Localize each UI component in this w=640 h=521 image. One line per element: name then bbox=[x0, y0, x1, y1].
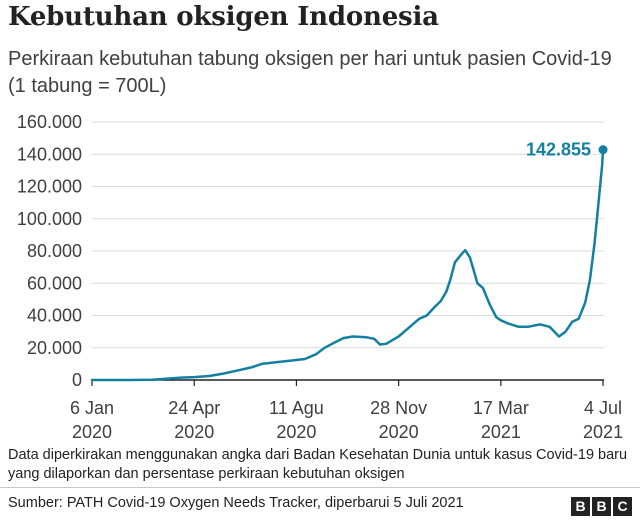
x-tick-label: 24 Apr bbox=[168, 398, 220, 418]
y-tick-label: 100.000 bbox=[17, 209, 82, 229]
y-tick-label: 60.000 bbox=[27, 273, 82, 293]
x-tick-label: 4 Jul bbox=[584, 398, 622, 418]
x-tick-label: 11 Agu bbox=[269, 398, 324, 418]
y-tick-label: 40.000 bbox=[27, 306, 82, 326]
y-tick-label: 80.000 bbox=[27, 241, 82, 261]
x-tick-label: 6 Jan bbox=[70, 398, 114, 418]
line-chart: 0 20.000 40.000 60.000 80.000 100.000 120.000 1… bbox=[17, 112, 623, 442]
bbc-logo: B B C bbox=[571, 497, 632, 516]
bbc-logo-letter: C bbox=[613, 497, 632, 516]
y-tick-label: 20.000 bbox=[27, 338, 82, 358]
x-tick-label: 28 Nov bbox=[370, 398, 427, 418]
bbc-logo-letter: B bbox=[592, 497, 611, 516]
x-tick-year: 2020 bbox=[174, 422, 214, 442]
y-axis-ticks: 0 20.000 40.000 60.000 80.000 100.000 120.000 1… bbox=[17, 112, 82, 390]
series-line bbox=[90, 148, 605, 382]
x-axis-ticks: 6 Jan 2020 24 Apr 2020 11 Agu 2020 28 Nov 2020 1… bbox=[70, 379, 623, 442]
x-tick-year: 2021 bbox=[481, 422, 521, 442]
chart-subtitle: Perkiraan kebutuhan tabung oksigen per h… bbox=[8, 48, 612, 97]
annotation-layer: 142.855 bbox=[526, 140, 608, 160]
y-tick-label: 140.000 bbox=[17, 144, 82, 164]
series-layer bbox=[90, 148, 605, 382]
annotation-label: 142.855 bbox=[526, 140, 591, 160]
chart-note: Data diperkirakan menggunakan angka dari… bbox=[8, 447, 628, 482]
footer-divider bbox=[0, 487, 640, 488]
y-tick-label: 0 bbox=[72, 370, 82, 390]
x-tick-year: 2020 bbox=[276, 422, 316, 442]
y-tick-label: 160.000 bbox=[17, 112, 82, 132]
source-text: Sumber: PATH Covid-19 Oxygen Needs Track… bbox=[8, 495, 464, 511]
y-tick-label: 120.000 bbox=[17, 177, 82, 197]
bbc-logo-letter: B bbox=[571, 497, 590, 516]
gridlines bbox=[92, 121, 604, 349]
chart-title: Kebutuhan oksigen Indonesia bbox=[8, 2, 439, 32]
x-tick-year: 2020 bbox=[379, 422, 419, 442]
annotation-point bbox=[598, 145, 608, 155]
x-tick-label: 17 Mar bbox=[473, 398, 529, 418]
x-tick-year: 2021 bbox=[583, 422, 623, 442]
x-tick-year: 2020 bbox=[72, 422, 112, 442]
